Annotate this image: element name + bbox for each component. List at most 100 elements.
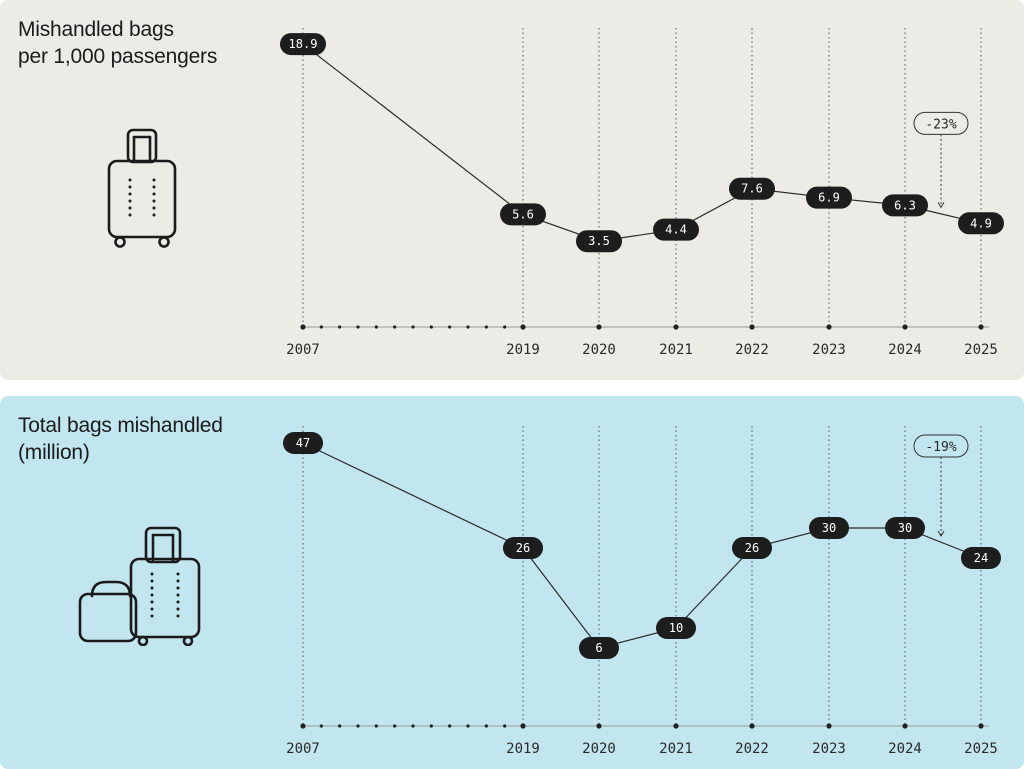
data-point-pill	[503, 537, 543, 559]
x-tick-mark	[596, 723, 602, 729]
data-label: 6.9	[818, 191, 840, 205]
data-label: 47	[296, 436, 310, 450]
data-label: 24	[974, 551, 988, 565]
data-label: 4.4	[665, 223, 687, 237]
x-tick-label: 2024	[888, 342, 922, 358]
line-chart-per-passenger: 2007 2019 2020 2021 2022 2023 2024 2025 -23% 18.9…	[280, 28, 1004, 358]
x-tick-mark	[300, 324, 306, 330]
data-label: 30	[822, 521, 836, 535]
axis-dot	[356, 724, 360, 728]
data-point-pill	[576, 230, 622, 253]
x-tick-label: 2022	[735, 342, 769, 358]
x-tick-mark	[520, 324, 526, 330]
chart-panel-total: Total bags mishandled (million) 2007 2019…	[0, 396, 1024, 769]
data-label: 30	[898, 521, 912, 535]
x-tick-mark	[826, 723, 832, 729]
data-label: 3.5	[588, 234, 610, 248]
x-tick-label: 2019	[506, 342, 540, 358]
chart-title: Mishandled bags per 1,000 passengers	[18, 16, 217, 70]
axis-dot	[393, 325, 397, 329]
axis-dot	[484, 724, 488, 728]
axis-dot	[466, 325, 470, 329]
data-point-pill	[500, 203, 546, 226]
series-line	[302, 442, 982, 649]
data-label: 10	[669, 621, 683, 635]
x-tick-mark	[902, 723, 908, 729]
x-tick-label: 2022	[735, 741, 769, 757]
axis-dot	[429, 325, 433, 329]
data-label: 4.9	[970, 216, 992, 230]
data-point-pill	[653, 218, 699, 241]
x-tick-label: 2023	[812, 741, 846, 757]
data-point-pill	[729, 177, 775, 200]
luggage-pair-icon	[78, 526, 201, 646]
annotation-arrowhead	[937, 202, 945, 209]
axis-dot	[503, 325, 507, 329]
line-chart-total: 2007 2019 2020 2021 2022 2023 2024 2025 -19% 47 26…	[283, 426, 1001, 757]
change-badge-label: -23%	[925, 117, 956, 132]
axis-dot	[374, 724, 378, 728]
x-tick-label: 2025	[964, 342, 998, 358]
x-tick-mark	[978, 723, 984, 729]
axis-dot	[429, 724, 433, 728]
data-point-pill	[961, 547, 1001, 569]
x-tick-label: 2019	[506, 741, 540, 757]
axis-dot	[484, 325, 488, 329]
x-tick-mark	[596, 324, 602, 330]
x-tick-mark	[520, 723, 526, 729]
data-point-pill	[579, 637, 619, 659]
x-tick-mark	[673, 324, 679, 330]
axis-dot	[503, 724, 507, 728]
x-tick-label: 2020	[582, 741, 616, 757]
x-tick-mark	[300, 723, 306, 729]
axis-dot	[374, 325, 378, 329]
axis-dot	[338, 325, 342, 329]
chart-title: Total bags mishandled (million)	[18, 412, 223, 466]
data-label: 18.9	[289, 37, 318, 51]
series-line	[302, 43, 982, 242]
suitcase-icon	[107, 128, 177, 248]
data-point-pill	[732, 537, 772, 559]
data-point-pill	[882, 194, 928, 217]
data-label: 6.3	[894, 198, 916, 212]
x-tick-label: 2025	[964, 741, 998, 757]
x-tick-label: 2021	[659, 741, 693, 757]
axis-dot	[448, 724, 452, 728]
chart-panel-per-passenger: Mishandled bags per 1,000 passengers 200…	[0, 0, 1024, 380]
data-label: 26	[516, 541, 530, 555]
axis-dot	[448, 325, 452, 329]
x-tick-mark	[826, 324, 832, 330]
x-tick-label: 2023	[812, 342, 846, 358]
x-tick-mark	[749, 723, 755, 729]
data-point-pill	[809, 517, 849, 539]
chart-title-line: Mishandled bags	[18, 18, 174, 41]
data-point-pill	[885, 517, 925, 539]
axis-dot	[338, 724, 342, 728]
data-label: 5.6	[512, 207, 534, 221]
data-label: 6	[595, 641, 602, 655]
data-point-pill	[280, 33, 326, 56]
x-tick-mark	[673, 723, 679, 729]
data-point-pill	[958, 212, 1004, 235]
x-tick-label: 2024	[888, 741, 922, 757]
x-tick-mark	[902, 324, 908, 330]
axis-dot	[319, 325, 323, 329]
data-point-pill	[283, 432, 323, 454]
chart-title-line: Total bags mishandled	[18, 414, 223, 437]
annotation-arrowhead	[937, 530, 945, 537]
x-tick-label: 2021	[659, 342, 693, 358]
axis-dot	[411, 724, 415, 728]
x-tick-mark	[978, 324, 984, 330]
x-tick-mark	[749, 324, 755, 330]
axis-dot	[356, 325, 360, 329]
axis-dot	[393, 724, 397, 728]
data-point-pill	[656, 617, 696, 639]
x-tick-label: 2020	[582, 342, 616, 358]
data-label: 26	[745, 541, 759, 555]
axis-dot	[411, 325, 415, 329]
data-point-pill	[806, 186, 852, 209]
chart-title-line: (million)	[18, 441, 90, 464]
axis-dot	[319, 724, 323, 728]
change-badge-label: -19%	[925, 440, 956, 455]
axis-dot	[466, 724, 470, 728]
